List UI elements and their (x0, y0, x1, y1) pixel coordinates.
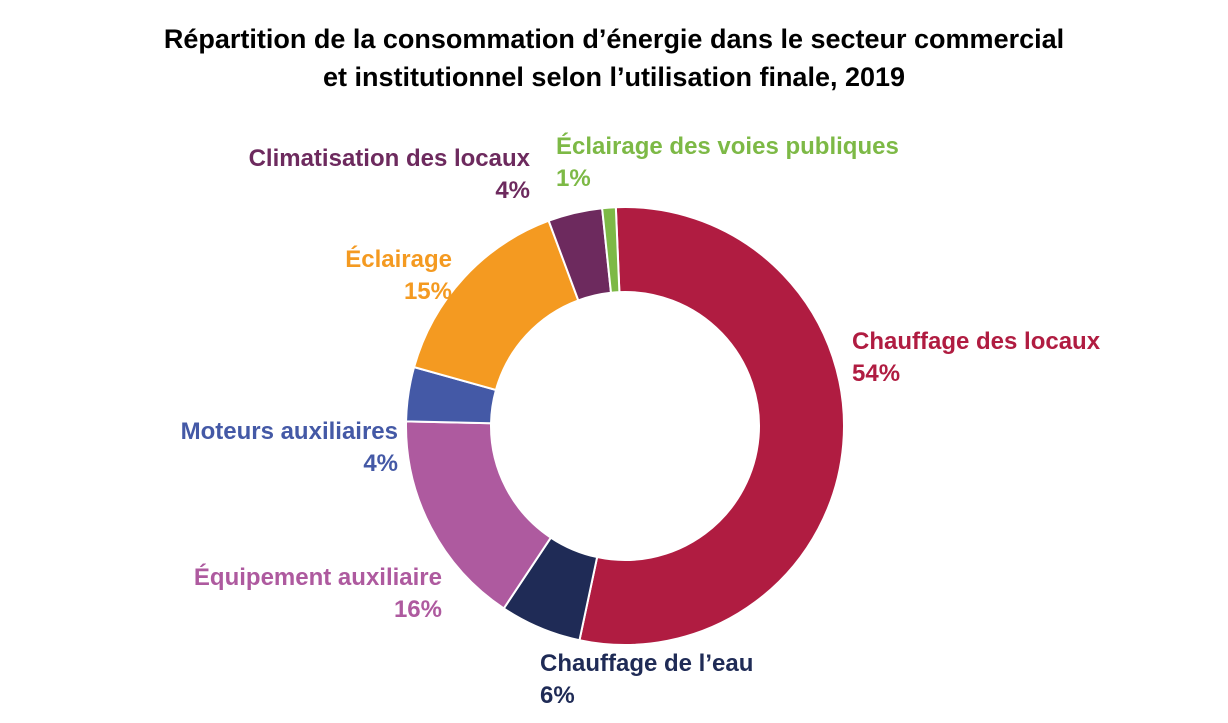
chart-title-line-1: Répartition de la consommation d’énergie… (163, 24, 1065, 54)
label-eclairage-name: Éclairage (345, 246, 452, 273)
label-chauffage-eau: Chauffage de l’eau 6% (540, 648, 753, 712)
label-climatisation-pct: 4% (495, 177, 530, 204)
label-climatisation: Climatisation des locaux 4% (249, 143, 530, 207)
label-eclairage-pct: 15% (403, 278, 452, 305)
slice-voies-publiques (601, 206, 621, 294)
label-moteurs-name: Moteurs auxiliaires (180, 418, 398, 445)
label-voies-publiques-pct: 1% (556, 165, 591, 192)
label-chauffage-locaux-name: Chauffage des locaux (852, 328, 1101, 355)
label-chauffage-eau-pct: 6% (540, 682, 575, 709)
label-equipement-pct: 16% (393, 596, 442, 623)
chart-title: Répartition de la consommation d’énergie… (0, 20, 1228, 96)
label-moteurs-pct: 4% (363, 450, 398, 477)
label-voies-publiques: Éclairage des voies publiques 1% (556, 131, 899, 195)
chart-title-line-2: et institutionnel selon l’utilisation fi… (322, 62, 906, 92)
label-chauffage-locaux-pct: 54% (852, 360, 901, 387)
label-climatisation-name: Climatisation des locaux (248, 145, 530, 172)
slice-chauffage-locaux (578, 206, 846, 646)
label-moteurs: Moteurs auxiliaires 4% (181, 416, 398, 480)
label-chauffage-locaux: Chauffage des locaux 54% (852, 326, 1100, 390)
label-eclairage: Éclairage 15% (345, 244, 452, 308)
label-equipement-name: Équipement auxiliaire (193, 564, 442, 591)
label-equipement: Équipement auxiliaire 16% (194, 562, 442, 626)
label-voies-publiques-name: Éclairage des voies publiques (556, 133, 899, 160)
label-chauffage-eau-name: Chauffage de l’eau (540, 650, 754, 677)
